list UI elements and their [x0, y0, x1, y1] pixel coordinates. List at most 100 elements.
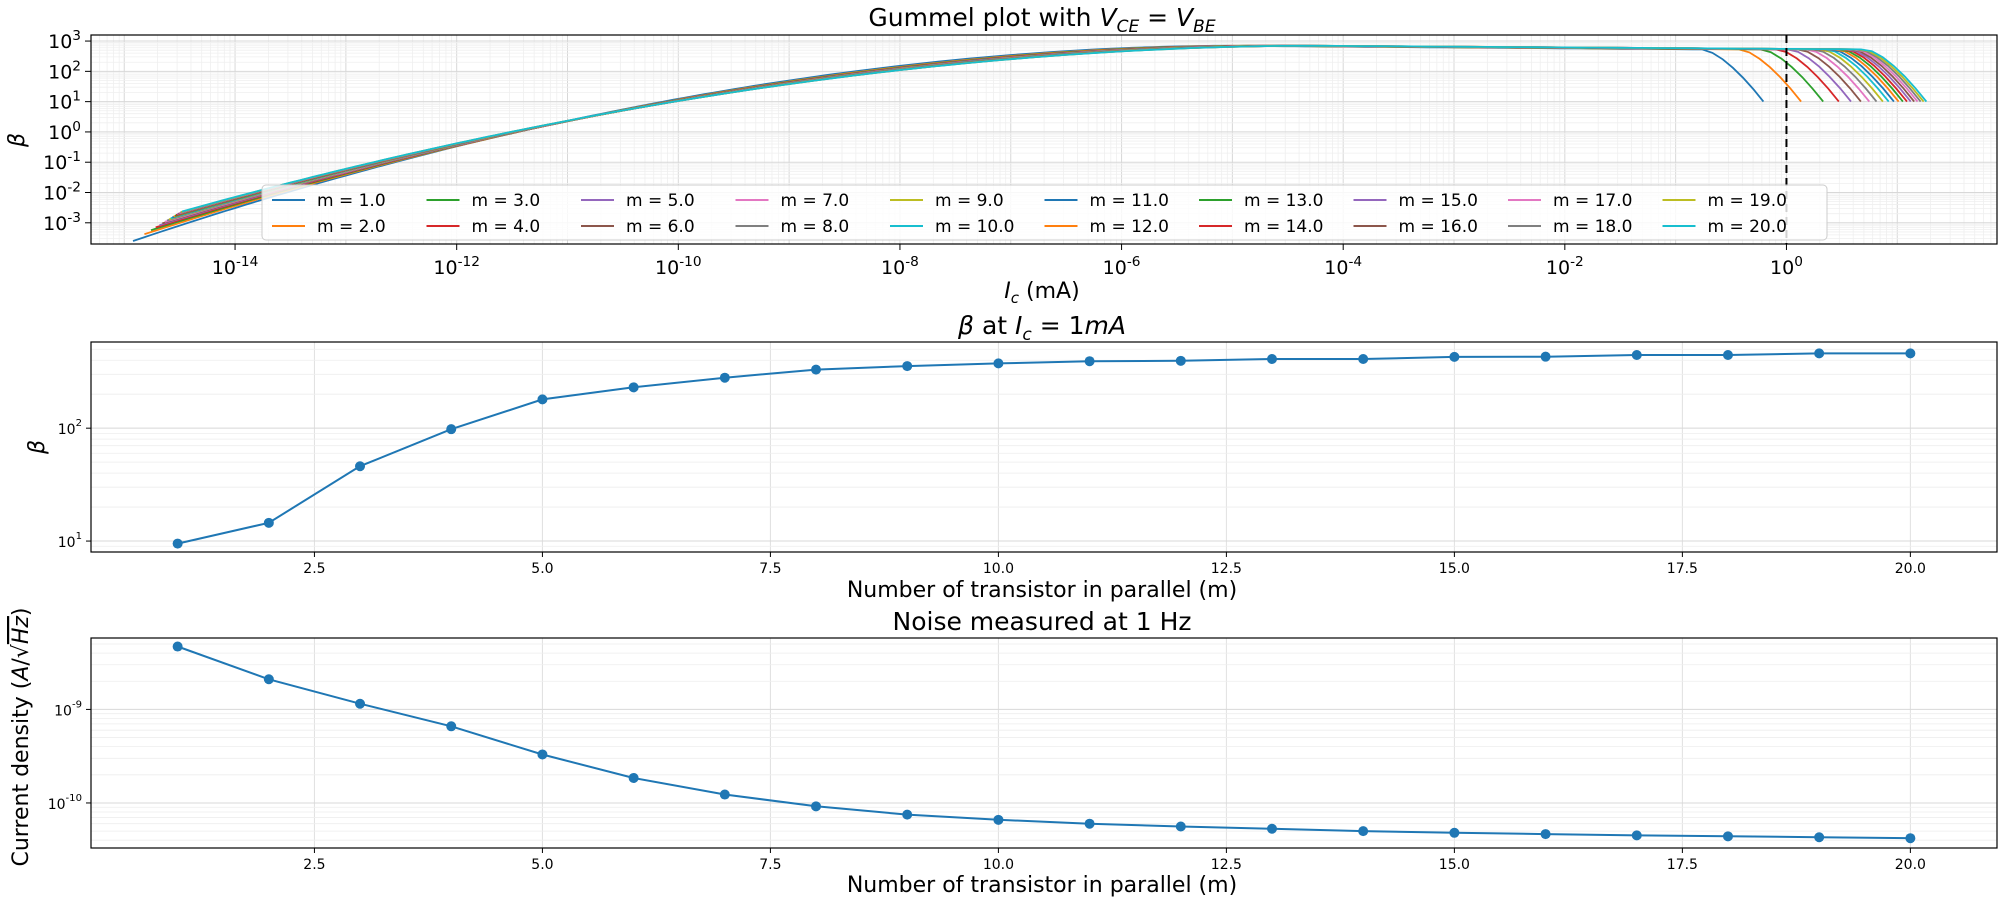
data-point	[537, 394, 548, 405]
data-point	[1540, 351, 1551, 362]
data-point	[1084, 818, 1095, 829]
noise-grid	[91, 638, 1997, 848]
x-tick-label: 100	[1770, 254, 1803, 279]
x-tick-label: 2.5	[303, 561, 325, 577]
legend-label-m12: m = 12.0	[1090, 217, 1169, 237]
y-tick-label: 100	[48, 119, 81, 144]
data-point	[1266, 823, 1277, 834]
legend-label-m19: m = 19.0	[1708, 191, 1787, 211]
x-tick-label: 10-8	[881, 254, 919, 279]
gummel-xlabel: Ic (mA)	[1004, 279, 1079, 307]
y-tick-label: 10-3	[43, 210, 81, 235]
gummel-curves	[132, 44, 1928, 242]
gummel-ticks: 10-14 10-12 10-10 10-8 10-6 10-4 10-2 100 10-3 10…	[43, 28, 1803, 279]
data-point	[1814, 832, 1825, 843]
y-tick-label: 102	[48, 58, 81, 83]
noise-title: Noise measured at 1 Hz	[893, 607, 1192, 636]
data-point	[811, 801, 822, 812]
x-tick-label: 10-12	[433, 254, 480, 279]
noise-series	[172, 641, 1916, 844]
y-tick-label: 10-10	[48, 793, 82, 813]
noise-panel: Noise measured at 1 Hz 2.5 5.0 7.5 10.0 12.5…	[9, 607, 1998, 898]
data-point	[628, 382, 639, 393]
data-point	[1540, 829, 1551, 840]
legend-label-m15: m = 15.0	[1399, 191, 1478, 211]
y-tick-label: 10-1	[43, 149, 81, 174]
beta-series	[172, 348, 1916, 549]
noise-xlabel: Number of transistor in parallel (m)	[847, 873, 1237, 898]
x-tick-label: 10.0	[983, 561, 1014, 577]
x-tick-label: 17.5	[1667, 561, 1698, 577]
x-tick-label: 12.5	[1211, 561, 1242, 577]
x-tick-label: 5.0	[531, 561, 553, 577]
legend-label-m1: m = 1.0	[317, 191, 386, 211]
gummel-panel: Gummel plot with VCE = VBE m = 1.0 m = 2.…	[5, 3, 1998, 307]
x-tick-label: 12.5	[1211, 857, 1242, 873]
beta-xlabel: Number of transistor in parallel (m)	[847, 578, 1237, 603]
data-point	[1722, 831, 1733, 842]
legend-label-m9: m = 9.0	[935, 191, 1004, 211]
y-tick-label: 10-2	[43, 180, 81, 205]
data-point	[355, 698, 366, 709]
legend-label-m4: m = 4.0	[472, 217, 541, 237]
beta-axes-frame	[90, 341, 1998, 553]
x-tick-label: 15.0	[1439, 561, 1470, 577]
legend-label-m18: m = 18.0	[1553, 217, 1632, 237]
x-tick-label: 20.0	[1895, 561, 1926, 577]
y-tick-label: 102	[58, 418, 82, 438]
gummel-legend: m = 1.0 m = 2.0 m = 3.0 m = 4.0 m = 5.0 m = 6…	[261, 184, 1828, 241]
legend-label-m16: m = 16.0	[1399, 217, 1478, 237]
data-point	[1358, 354, 1369, 365]
data-point	[1449, 827, 1460, 838]
data-point	[1358, 826, 1369, 837]
x-tick-label: 15.0	[1439, 857, 1470, 873]
data-point	[263, 517, 274, 528]
data-point	[1175, 355, 1186, 366]
data-point	[1631, 830, 1642, 841]
x-tick-label: 7.5	[759, 857, 781, 873]
series-line	[177, 645, 1911, 840]
data-point	[1175, 821, 1186, 832]
beta-ylabel: β	[25, 440, 50, 455]
x-tick-label: 5.0	[531, 857, 553, 873]
data-point	[263, 674, 274, 685]
gummel-axes-frame	[90, 34, 1998, 245]
y-tick-label: 101	[58, 531, 82, 551]
series-line-m20	[181, 44, 1928, 213]
data-point	[355, 461, 366, 472]
x-tick-label: 2.5	[303, 857, 325, 873]
x-tick-label: 10-10	[655, 254, 702, 279]
data-point	[902, 809, 913, 820]
legend-label-m2: m = 2.0	[317, 217, 386, 237]
y-tick-label: 103	[48, 28, 81, 53]
data-point	[172, 538, 183, 549]
x-tick-label: 10-4	[1324, 254, 1362, 279]
data-point	[172, 641, 183, 652]
x-tick-label: 10-6	[1103, 254, 1141, 279]
data-point	[1905, 348, 1916, 359]
legend-label-m11: m = 11.0	[1090, 191, 1169, 211]
legend-label-m5: m = 5.0	[626, 191, 695, 211]
legend-label-m10: m = 10.0	[935, 217, 1014, 237]
noise-ylabel: Current density (A/√Hz)	[9, 607, 34, 866]
legend-label-m20: m = 20.0	[1708, 217, 1787, 237]
x-tick-label: 7.5	[759, 561, 781, 577]
x-tick-label: 10-14	[212, 254, 259, 279]
data-point	[719, 372, 730, 383]
legend-label-m7: m = 7.0	[781, 191, 850, 211]
beta-ticks: 2.5 5.0 7.5 10.0 12.5 15.0 17.5 20.0 101 102	[58, 418, 1926, 577]
data-point	[1631, 349, 1642, 360]
series-line	[177, 352, 1911, 545]
noise-axes-frame	[90, 637, 1998, 849]
data-point	[1266, 354, 1277, 365]
x-tick-label: 20.0	[1895, 857, 1926, 873]
legend-box	[261, 184, 1828, 241]
data-point	[1449, 351, 1460, 362]
data-point	[1814, 348, 1825, 359]
legend-label-m14: m = 14.0	[1244, 217, 1323, 237]
data-point	[902, 361, 913, 372]
legend-label-m8: m = 8.0	[781, 217, 850, 237]
gummel-ylabel: β	[5, 133, 30, 148]
beta-panel: β at Ic = 1mA 2.5 5.0 7.5 10.0 12.5 15.0 17.5 2…	[25, 311, 1998, 603]
